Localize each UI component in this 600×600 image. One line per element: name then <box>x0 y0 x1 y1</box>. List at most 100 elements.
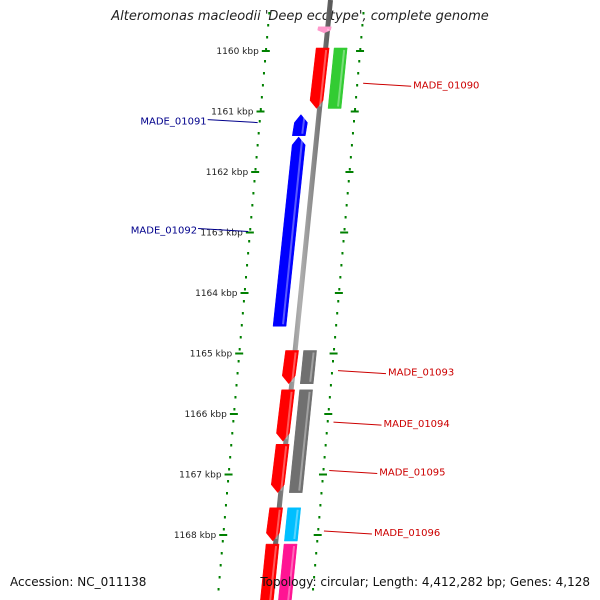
inner-dot <box>257 132 260 135</box>
tick-label: 1168 kbp <box>174 531 217 541</box>
inner-dot <box>267 24 270 27</box>
outer-dot <box>358 60 361 63</box>
outer-dot <box>329 384 332 387</box>
inner-dot <box>249 228 252 231</box>
outer-dot <box>325 432 328 435</box>
tick-dots <box>217 12 365 591</box>
outer-dot <box>351 132 354 135</box>
inner-dot <box>242 300 245 303</box>
outer-dot <box>360 36 363 39</box>
inner-dot <box>239 336 242 339</box>
gene-highlight <box>280 446 288 491</box>
outer-dot <box>359 48 362 51</box>
inner-dot <box>262 72 265 75</box>
gene-label: MADE_01092 <box>131 225 197 236</box>
label-leader <box>337 370 387 375</box>
genome-title: Alteromonas macleodii 'Deep ecotype', co… <box>111 9 489 24</box>
gene-highlight <box>287 545 296 600</box>
gene-arrow-gray <box>299 350 317 384</box>
outer-dot <box>317 528 320 531</box>
gene-arrow-red <box>270 444 290 494</box>
inner-dot <box>261 84 264 87</box>
outer-dot <box>333 348 336 351</box>
features <box>260 26 348 600</box>
outer-dot <box>354 108 357 111</box>
label-leader <box>363 82 412 87</box>
outer-dot <box>321 480 324 483</box>
gene-highlight <box>285 391 293 440</box>
gene-arrow-red <box>309 47 330 109</box>
inner-dot <box>218 576 221 579</box>
gene-label: MADE_01096 <box>374 528 440 539</box>
inner-dot <box>221 540 224 543</box>
outer-dot <box>319 504 322 507</box>
inner-dot <box>248 240 251 243</box>
inner-dot <box>223 516 226 519</box>
inner-dot <box>237 360 240 363</box>
outer-dot <box>320 492 323 495</box>
outer-dot <box>318 516 321 519</box>
gene-arrow-pink <box>278 543 298 600</box>
inner-dot <box>232 420 235 423</box>
inner-dot <box>258 120 261 123</box>
outer-dot <box>340 264 343 267</box>
outer-dot <box>346 192 349 195</box>
outer-dot <box>347 180 350 183</box>
outer-dot <box>345 204 348 207</box>
inner-dot <box>234 396 237 399</box>
outer-dot <box>355 96 358 99</box>
gene-label: MADE_01090 <box>413 80 479 91</box>
gene-arrow-green <box>327 47 348 109</box>
outer-dot <box>316 540 319 543</box>
gene-highlight <box>269 545 278 600</box>
outer-dot <box>344 216 347 219</box>
tick-label: 1161 kbp <box>211 108 254 118</box>
outer-dot <box>326 420 329 423</box>
inner-dot <box>226 492 229 495</box>
inner-dot <box>265 48 268 51</box>
outer-dot <box>314 564 317 567</box>
inner-dot <box>247 252 250 255</box>
gene-highlight <box>275 509 281 540</box>
inner-dot <box>243 288 246 291</box>
outer-dot <box>312 588 315 591</box>
accession-label: Accession: NC_011138 <box>10 575 147 589</box>
label-leader <box>323 530 372 535</box>
outer-dot <box>336 312 339 315</box>
gene-arrow-blue <box>292 114 308 136</box>
inner-dot <box>229 456 232 459</box>
inner-dot <box>227 480 230 483</box>
outer-dot <box>327 408 330 411</box>
outer-dot <box>349 156 352 159</box>
inner-dot <box>268 12 271 15</box>
inner-dot <box>228 468 231 471</box>
inner-dot <box>264 60 267 63</box>
gene-arrow-blue <box>272 136 306 327</box>
gene-label: MADE_01094 <box>383 419 449 430</box>
gene-label: MADE_01093 <box>388 368 454 379</box>
inner-dot <box>256 144 259 147</box>
gene-highlight <box>337 49 346 107</box>
inner-dot <box>240 324 243 327</box>
gene-arrow-lightpink <box>317 26 332 34</box>
inner-dot <box>233 408 236 411</box>
gene-highlight <box>301 116 306 134</box>
outer-dot <box>362 12 365 15</box>
tick-label: 1165 kbp <box>190 350 233 360</box>
inner-dot <box>259 108 262 111</box>
inner-dot <box>222 528 225 531</box>
gene-highlight <box>282 138 304 325</box>
inner-dot <box>245 276 248 279</box>
inner-dot <box>236 372 239 375</box>
outer-dot <box>323 456 326 459</box>
inner-dot <box>253 180 256 183</box>
tick-label: 1163 kbp <box>200 229 243 239</box>
outer-dot <box>341 252 344 255</box>
gene-arrow-red <box>266 507 284 542</box>
inner-dot <box>246 264 249 267</box>
outer-dot <box>353 120 355 123</box>
gene-highlight <box>326 28 330 32</box>
gene-arrow-cyan <box>284 507 301 542</box>
gene-label: MADE_01095 <box>379 467 445 478</box>
